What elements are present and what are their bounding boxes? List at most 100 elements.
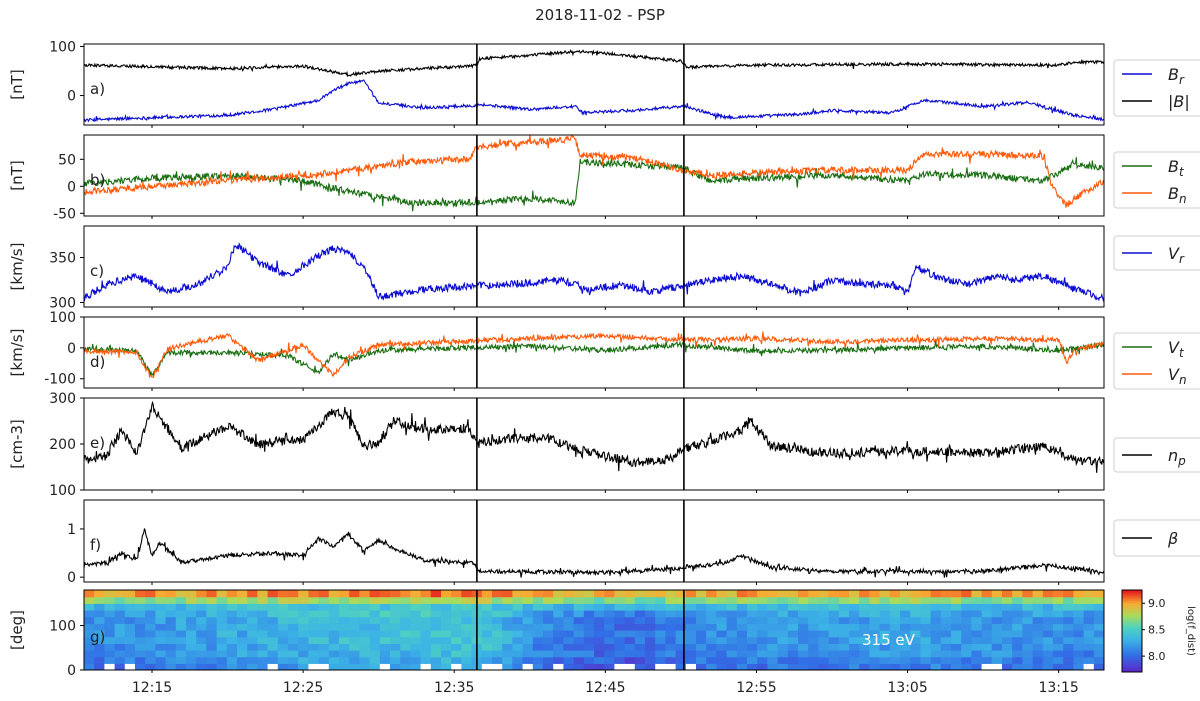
heatmap-cell [318, 616, 330, 624]
heatmap-cell [318, 650, 330, 658]
colorbar-swatch [1122, 626, 1142, 630]
heatmap-cell [308, 650, 320, 658]
heatmap-cell [889, 656, 901, 664]
heatmap-cell [318, 603, 330, 611]
heatmap-cell [247, 610, 258, 618]
heatmap-cell [696, 623, 707, 631]
heatmap-cell [859, 663, 870, 670]
heatmap-cell [481, 616, 493, 624]
heatmap-cell [614, 616, 626, 624]
heatmap-cell [94, 630, 105, 638]
heatmap-cell [716, 643, 728, 651]
heatmap-cell [665, 603, 677, 611]
heatmap-cell [481, 590, 493, 598]
heatmap-cell [379, 630, 391, 638]
heatmap-cell [828, 610, 840, 618]
panel-frame [83, 225, 1105, 308]
heatmap-cell [328, 643, 340, 651]
heatmap-cell [114, 623, 126, 631]
heatmap-cell [257, 596, 269, 604]
heatmap-cell [583, 630, 595, 638]
heatmap-cell [390, 616, 401, 624]
heatmap-cell [104, 643, 116, 651]
heatmap-cell [124, 630, 136, 638]
heatmap-cell [604, 590, 615, 598]
heatmap-cell [114, 590, 126, 598]
heatmap-cell [502, 663, 513, 670]
heatmap-cell [104, 663, 116, 670]
heatmap-cell [492, 663, 503, 670]
heatmap-cell [441, 650, 452, 658]
heatmap-cell [1063, 636, 1074, 644]
heatmap-cell [379, 610, 391, 618]
colorbar-swatch [1122, 606, 1142, 609]
heatmap-cell [512, 656, 524, 664]
legend-label-base: V [1168, 244, 1180, 263]
heatmap-cell [818, 603, 830, 611]
heatmap-cell [1042, 656, 1054, 664]
heatmap-cell [502, 603, 513, 611]
colorbar-swatch [1122, 669, 1142, 673]
heatmap-cell [502, 636, 513, 644]
heatmap-cell [441, 643, 452, 651]
heatmap-cell [1022, 656, 1034, 664]
heatmap-cell [583, 596, 595, 604]
heatmap-cell [430, 643, 442, 651]
heatmap-cell [818, 643, 830, 651]
heatmap-cell [767, 616, 779, 624]
heatmap-cell [441, 630, 452, 638]
heatmap-cell [196, 650, 207, 658]
heatmap-cell [808, 663, 819, 670]
heatmap-cell [165, 650, 177, 658]
heatmap-cell [563, 643, 575, 651]
legend-label: Bt [1168, 157, 1185, 179]
heatmap-cell [135, 650, 146, 658]
heatmap-cell [930, 663, 942, 670]
heatmap-cell [114, 663, 126, 670]
heatmap-cell [757, 623, 768, 631]
legend-label-base: V [1168, 365, 1180, 384]
heatmap-cell [777, 616, 789, 624]
heatmap-cell [1042, 643, 1054, 651]
heatmap-cell [849, 603, 860, 611]
heatmap-cell [889, 610, 901, 618]
heatmap-cell [226, 623, 238, 631]
legend-label-text: |B| [1168, 92, 1190, 111]
heatmap-cell [175, 636, 187, 644]
heatmap-cell [328, 630, 340, 638]
heatmap-cell [685, 623, 697, 631]
heatmap-cell [359, 596, 371, 604]
y-tick-label: 100 [49, 619, 76, 635]
heatmap-cell [145, 610, 156, 618]
heatmap-cell [186, 596, 197, 604]
heatmap-cell [1032, 616, 1044, 624]
heatmap-cell [1073, 616, 1085, 624]
y-axis-label: [nT] [8, 69, 26, 99]
heatmap-cell [328, 650, 340, 658]
heatmap-cell [277, 656, 289, 664]
heatmap-cell [186, 623, 197, 631]
panel-letter: d) [90, 353, 105, 371]
heatmap-cell [481, 663, 493, 670]
heatmap-cell [84, 610, 95, 618]
heatmap-cell [226, 630, 238, 638]
heatmap-cell [563, 616, 575, 624]
heatmap-cell [961, 610, 972, 618]
heatmap-cell [543, 616, 554, 624]
heatmap-cell [1012, 590, 1023, 598]
heatmap-cell [818, 650, 830, 658]
colorbar-swatch [1122, 598, 1142, 601]
panel-frame [83, 316, 1105, 389]
heatmap-cell [736, 636, 748, 644]
heatmap-cell [747, 650, 758, 658]
heatmap-cell [818, 623, 830, 631]
heatmap-cell [165, 610, 177, 618]
heatmap-cell [798, 630, 809, 638]
heatmap-cell [634, 663, 646, 670]
heatmap-cell [532, 596, 544, 604]
heatmap-cell [981, 596, 993, 604]
heatmap-cell [145, 663, 156, 670]
heatmap-cell [1083, 650, 1095, 658]
heatmap-cell [920, 596, 932, 604]
heatmap-cell [186, 636, 197, 644]
